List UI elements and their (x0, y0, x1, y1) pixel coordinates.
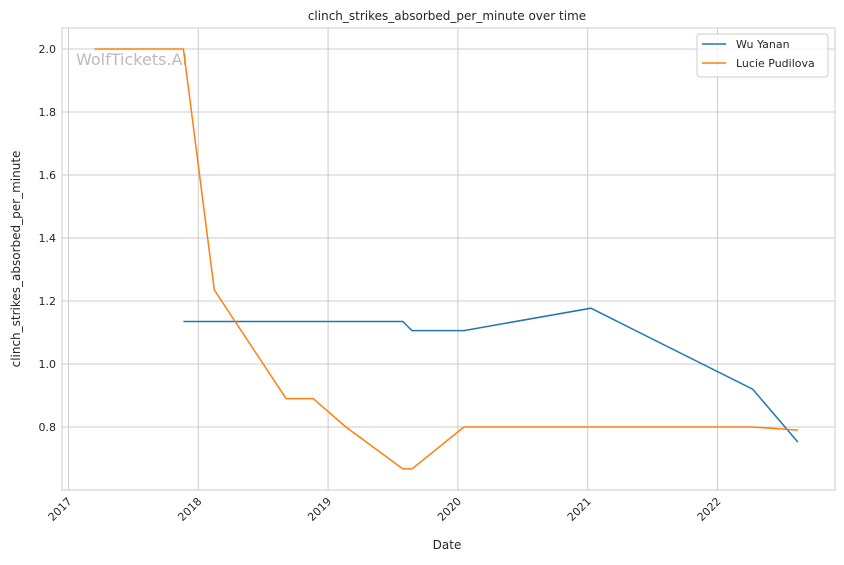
legend: Wu Yanan Lucie Pudilova (696, 33, 829, 78)
grid (62, 28, 835, 490)
plot-frame (61, 27, 836, 491)
x-tick-label: 2020 (435, 495, 464, 524)
y-tick-label: 1.6 (39, 169, 57, 182)
x-tick-label: 2017 (46, 495, 75, 524)
series-lines (94, 48, 799, 470)
chart-title: clinch_strikes_absorbed_per_minute over … (308, 9, 586, 23)
y-axis-label: clinch_strikes_absorbed_per_minute (9, 151, 23, 368)
series-line-wu-yanan (183, 307, 799, 443)
x-tick-label: 2019 (305, 495, 334, 524)
x-tick-label: 2022 (695, 495, 724, 524)
x-tick-label: 2021 (565, 495, 594, 524)
x-tick-label: 2018 (175, 495, 204, 524)
legend-label-lucie-pudilova: Lucie Pudilova (736, 57, 815, 70)
x-axis-label: Date (433, 538, 462, 552)
ticks: 2017 2018 2019 2020 2021 2022 0.8 1.0 1.2 1.4 1.6 1… (39, 43, 724, 524)
legend-box (696, 33, 829, 78)
y-tick-label: 0.8 (39, 421, 57, 434)
watermark: WolfTickets.AI (76, 50, 187, 69)
y-tick-label: 1.8 (39, 106, 57, 119)
series-line-lucie-pudilova (94, 48, 798, 470)
y-tick-label: 1.0 (39, 358, 57, 371)
y-tick-label: 1.4 (39, 232, 57, 245)
y-tick-label: 1.2 (39, 295, 57, 308)
legend-label-wu-yanan: Wu Yanan (736, 38, 790, 51)
y-tick-label: 2.0 (39, 43, 57, 56)
